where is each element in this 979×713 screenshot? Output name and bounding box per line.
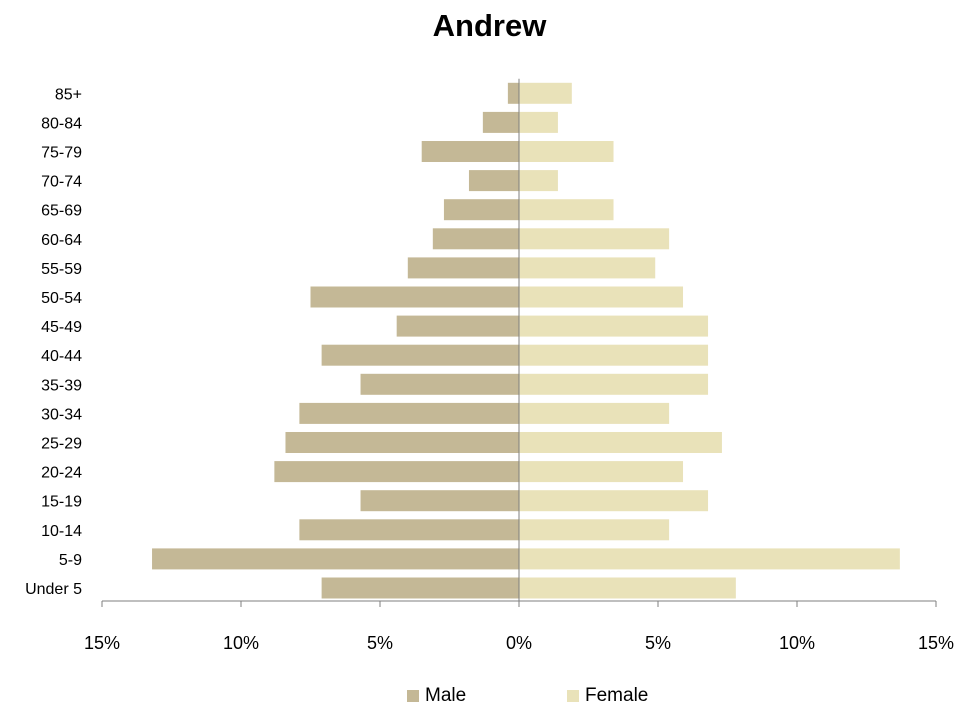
bar-female-1 (519, 548, 900, 570)
category-label-11: 55-59 (41, 261, 82, 278)
bar-male-10 (310, 286, 519, 308)
bar-female-8 (519, 344, 709, 366)
category-label-7: 35-39 (41, 377, 82, 394)
bar-female-17 (519, 82, 572, 104)
x-tick-label-2: 5% (367, 633, 393, 653)
bar-female-2 (519, 519, 670, 541)
x-tick-label-3: 0% (506, 633, 532, 653)
bar-male-0 (321, 577, 519, 599)
category-label-12: 60-64 (41, 232, 82, 249)
bar-male-8 (321, 344, 519, 366)
bar-female-10 (519, 286, 684, 308)
legend-swatch-female (567, 690, 579, 702)
bar-male-14 (468, 170, 519, 192)
x-tick-label-1: 10% (223, 633, 259, 653)
bar-female-4 (519, 461, 684, 483)
category-label-1: 5-9 (59, 552, 82, 569)
bar-male-5 (285, 432, 519, 453)
bar-female-6 (519, 402, 670, 424)
bar-female-11 (519, 257, 656, 279)
category-label-6: 30-34 (41, 406, 82, 423)
legend-label-female: Female (585, 685, 649, 706)
category-label-17: 85+ (55, 86, 82, 103)
bar-female-7 (519, 373, 709, 395)
bar-male-15 (421, 141, 519, 162)
legend: Male Female (0, 685, 979, 711)
category-label-0: Under 5 (25, 581, 82, 598)
bar-female-14 (519, 170, 558, 192)
category-label-8: 40-44 (41, 348, 82, 365)
legend-item-male: Male (407, 685, 466, 707)
bar-female-16 (519, 111, 558, 133)
legend-swatch-male (407, 690, 419, 702)
category-label-10: 50-54 (41, 290, 82, 307)
category-label-14: 70-74 (41, 174, 82, 191)
bar-male-6 (299, 402, 519, 424)
bar-male-12 (432, 228, 519, 250)
bar-female-13 (519, 199, 614, 221)
bar-female-0 (519, 577, 736, 599)
bar-male-2 (299, 519, 519, 541)
bar-male-7 (360, 373, 519, 395)
chart-title: Andrew (432, 8, 547, 43)
bar-female-9 (519, 315, 709, 337)
bar-male-4 (274, 461, 519, 483)
bar-male-13 (443, 199, 519, 221)
category-label-3: 15-19 (41, 494, 82, 511)
x-tick-label-0: 15% (84, 633, 120, 653)
bar-male-3 (360, 490, 519, 512)
bar-male-1 (152, 548, 520, 570)
x-tick-label-6: 15% (918, 633, 954, 653)
bar-female-12 (519, 228, 670, 250)
legend-label-male: Male (425, 685, 467, 706)
category-label-9: 45-49 (41, 319, 82, 336)
legend-item-female: Female (567, 685, 648, 707)
bar-male-11 (407, 257, 519, 279)
category-label-4: 20-24 (41, 465, 82, 482)
category-label-15: 75-79 (41, 145, 82, 162)
bar-female-15 (519, 141, 614, 162)
bar-male-16 (482, 111, 519, 133)
bar-male-17 (507, 82, 519, 104)
bar-male-9 (396, 315, 519, 337)
bar-female-5 (519, 432, 722, 453)
category-label-2: 10-14 (41, 523, 82, 540)
x-tick-label-4: 5% (645, 633, 671, 653)
x-tick-label-5: 10% (779, 633, 815, 653)
category-label-5: 25-29 (41, 436, 82, 453)
bar-female-3 (519, 490, 709, 512)
category-label-16: 80-84 (41, 115, 82, 132)
category-label-13: 65-69 (41, 203, 82, 220)
